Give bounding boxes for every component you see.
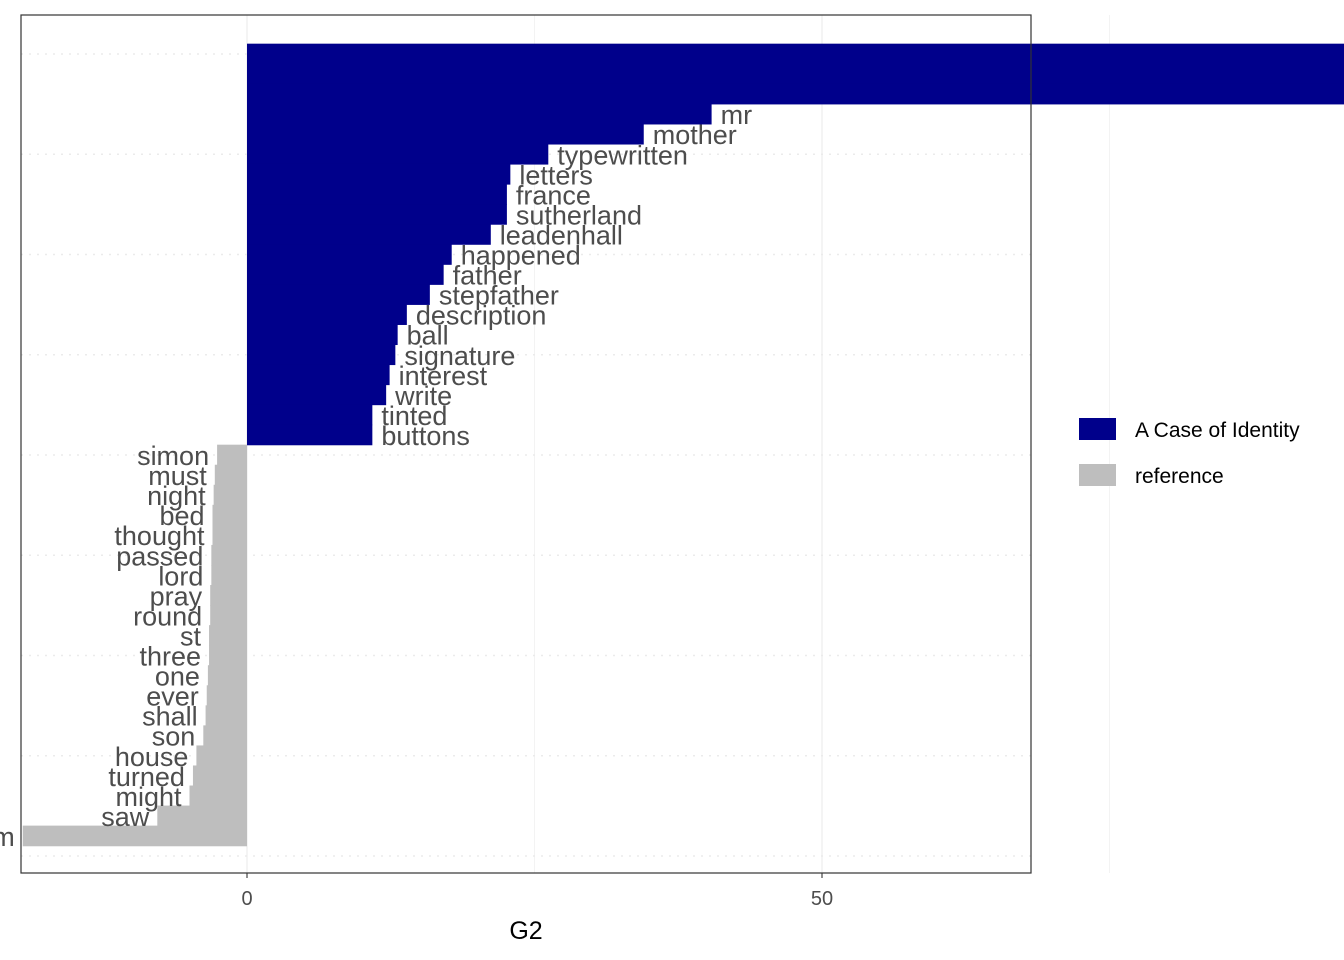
bar bbox=[22, 825, 247, 847]
bar-label: passed bbox=[116, 541, 203, 571]
bar bbox=[192, 765, 247, 787]
bar-label: three bbox=[140, 642, 202, 672]
bar-label: house bbox=[115, 742, 189, 772]
bar bbox=[211, 564, 247, 586]
bar bbox=[203, 725, 247, 747]
bar-label: father bbox=[453, 261, 522, 291]
bar-label: round bbox=[133, 601, 202, 631]
bar-label: description bbox=[416, 301, 547, 331]
bar bbox=[247, 384, 387, 406]
bar bbox=[247, 304, 407, 325]
bar bbox=[217, 444, 247, 466]
bars bbox=[22, 43, 1344, 847]
bar bbox=[247, 163, 511, 185]
bar bbox=[205, 705, 247, 726]
bar bbox=[189, 785, 247, 807]
bar bbox=[247, 244, 452, 265]
bar-labels: hosmerwindibankangelmrmothertypewrittenl… bbox=[0, 100, 752, 852]
bar-label: leadenhall bbox=[500, 220, 623, 250]
bar-label: typewritten bbox=[557, 140, 688, 170]
bar-label: pray bbox=[150, 581, 203, 611]
legend: A Case of Identity reference bbox=[1079, 418, 1300, 488]
bar-label: bed bbox=[159, 501, 204, 531]
bar bbox=[214, 464, 247, 486]
bar bbox=[247, 264, 444, 285]
bar bbox=[247, 103, 712, 125]
bar-label: interest bbox=[399, 361, 488, 391]
bar bbox=[211, 544, 247, 566]
bar-label: lord bbox=[158, 561, 203, 591]
bar-label: must bbox=[148, 461, 207, 491]
bar bbox=[247, 324, 398, 346]
bar bbox=[210, 585, 247, 606]
bar bbox=[247, 184, 507, 205]
bar bbox=[247, 404, 373, 426]
bar bbox=[247, 224, 491, 245]
bar-label: letters bbox=[519, 160, 593, 190]
bar bbox=[247, 204, 507, 225]
x-axis-title: G2 bbox=[509, 917, 542, 945]
bar-label: st bbox=[180, 621, 202, 651]
bar-label: mr bbox=[721, 100, 752, 130]
bar bbox=[207, 665, 247, 686]
legend-label: A Case of Identity bbox=[1135, 419, 1300, 442]
bar-label: ball bbox=[407, 321, 449, 351]
bar-label: mother bbox=[653, 120, 737, 150]
bar bbox=[212, 524, 247, 546]
bar-label: room bbox=[0, 822, 15, 852]
bar bbox=[210, 605, 247, 626]
bar-label: write bbox=[394, 381, 452, 411]
bar bbox=[213, 484, 247, 506]
x-tick-label: 0 bbox=[241, 888, 252, 910]
bar-label: france bbox=[516, 180, 591, 210]
bar bbox=[196, 745, 247, 767]
bar-label: saw bbox=[101, 802, 150, 832]
bar bbox=[247, 83, 1344, 105]
bar bbox=[212, 504, 247, 526]
bar-label: thought bbox=[114, 521, 205, 551]
bar bbox=[209, 625, 247, 646]
bar bbox=[247, 143, 549, 165]
bar-label: tinted bbox=[381, 401, 447, 431]
bar-label: night bbox=[147, 481, 206, 511]
bar-label: one bbox=[155, 662, 200, 692]
bar bbox=[247, 63, 1344, 85]
bar-label: turned bbox=[108, 762, 185, 792]
panel-border bbox=[20, 14, 1032, 874]
bar-label: might bbox=[115, 782, 182, 812]
bar bbox=[209, 645, 247, 666]
legend-key bbox=[1079, 464, 1116, 486]
bar bbox=[247, 344, 396, 366]
bar-label: ever bbox=[146, 682, 199, 712]
bar bbox=[247, 284, 430, 305]
bar-label: signature bbox=[404, 341, 515, 371]
bar bbox=[157, 805, 247, 827]
bar bbox=[247, 424, 373, 446]
bar-label: sutherland bbox=[516, 200, 642, 230]
bar-label: buttons bbox=[381, 421, 470, 451]
legend-label: reference bbox=[1135, 465, 1224, 488]
legend-key bbox=[1079, 418, 1116, 440]
bar-label: stepfather bbox=[439, 281, 559, 311]
bar bbox=[247, 364, 390, 386]
bar bbox=[206, 685, 247, 706]
bar-label: happened bbox=[461, 241, 581, 271]
x-tick-label: 50 bbox=[811, 888, 833, 910]
bar-label: son bbox=[152, 722, 196, 752]
bar bbox=[247, 43, 1344, 65]
bar-label: simon bbox=[137, 441, 209, 471]
x-axis-ticks: 050100 bbox=[241, 873, 833, 910]
bar-label: shall bbox=[142, 702, 198, 732]
bar bbox=[247, 123, 644, 145]
